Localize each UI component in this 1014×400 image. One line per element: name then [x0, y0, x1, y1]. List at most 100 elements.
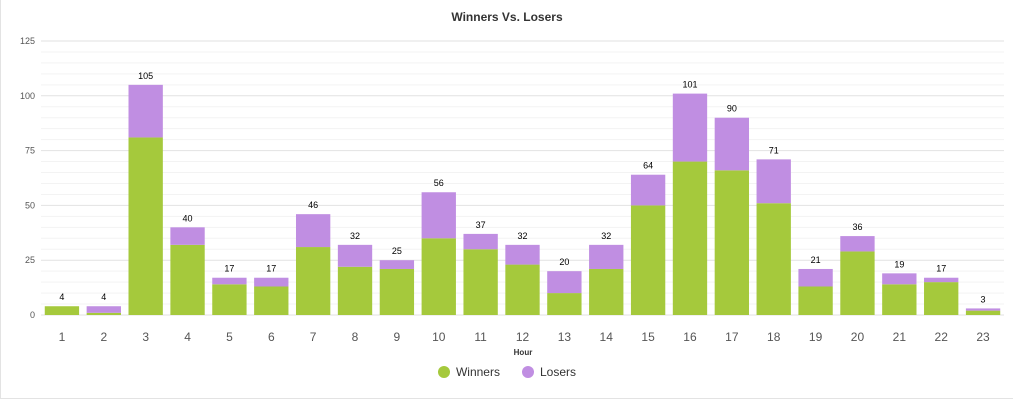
x-tick-label: 23	[976, 330, 990, 344]
x-tick-label: 20	[851, 330, 865, 344]
total-data-label: 32	[350, 231, 360, 241]
total-data-label: 20	[559, 257, 569, 267]
winners-bar[interactable]	[924, 282, 959, 315]
total-data-label: 17	[266, 264, 276, 274]
bars: 4 4 105 40 17 17 46 32 25 56 37 32 20 32 64 101 90 71 21 36…	[44, 71, 1001, 315]
winners-bar[interactable]	[379, 268, 415, 315]
x-axis: 1 2 3 4 5 6 7 8 9 10 11 12 13 14 15 16 17 18 19 20 21 22 23	[59, 330, 990, 344]
legend-item-winners[interactable]: Winners	[437, 365, 500, 379]
winners-bar[interactable]	[756, 203, 791, 315]
losers-bar[interactable]	[756, 159, 791, 204]
losers-bar[interactable]	[337, 244, 373, 267]
total-data-label: 71	[769, 145, 779, 155]
losers-bar[interactable]	[295, 214, 331, 248]
losers-bar[interactable]	[882, 273, 917, 285]
total-data-label: 19	[894, 259, 904, 269]
winners-bar[interactable]	[505, 264, 540, 315]
x-tick-label: 14	[600, 330, 614, 344]
losers-bar[interactable]	[128, 84, 163, 138]
x-tick-label: 5	[226, 330, 233, 344]
y-axis: 0 25 50 75 100 125	[20, 36, 35, 320]
losers-bar[interactable]	[798, 268, 833, 287]
x-tick-label: 13	[558, 330, 572, 344]
legend-label-winners: Winners	[455, 365, 500, 379]
losers-bar[interactable]	[463, 233, 498, 250]
winners-bar[interactable]	[212, 284, 247, 315]
total-data-label: 32	[517, 231, 527, 241]
losers-bar[interactable]	[714, 117, 750, 171]
x-tick-label: 6	[268, 330, 275, 344]
losers-bar[interactable]	[672, 93, 708, 162]
winners-bar[interactable]	[254, 286, 289, 315]
losers-swatch	[521, 366, 534, 378]
x-tick-label: 15	[641, 330, 655, 344]
x-axis-label: Hour	[514, 348, 533, 357]
total-data-label: 105	[138, 71, 153, 81]
x-tick-label: 1	[59, 330, 66, 344]
total-data-label: 25	[392, 246, 402, 256]
total-data-label: 101	[682, 80, 697, 90]
total-data-label: 40	[183, 213, 193, 223]
x-tick-label: 7	[310, 330, 317, 344]
total-data-label: 3	[981, 294, 986, 304]
winners-bar[interactable]	[589, 268, 624, 315]
total-data-label: 37	[476, 220, 486, 230]
x-tick-label: 4	[184, 330, 191, 344]
winners-bar[interactable]	[421, 238, 456, 315]
winners-bar[interactable]	[128, 137, 163, 315]
x-tick-label: 8	[352, 330, 359, 344]
x-tick-label: 11	[474, 330, 487, 344]
losers-bar[interactable]	[170, 227, 205, 245]
losers-bar[interactable]	[505, 244, 540, 265]
x-tick-label: 9	[394, 330, 401, 344]
total-data-label: 36	[852, 222, 862, 232]
x-tick-label: 17	[725, 330, 739, 344]
y-tick-label: 100	[20, 91, 35, 101]
winners-bar[interactable]	[463, 249, 498, 315]
losers-bar[interactable]	[547, 271, 582, 294]
total-data-label: 21	[811, 255, 821, 265]
total-data-label: 64	[643, 161, 653, 171]
legend-item-losers[interactable]: Losers	[521, 365, 577, 379]
losers-bar[interactable]	[86, 306, 121, 313]
x-tick-label: 12	[516, 330, 530, 344]
winners-bar[interactable]	[547, 293, 582, 315]
y-tick-label: 0	[30, 310, 35, 320]
total-data-label: 46	[308, 200, 318, 210]
total-data-label: 4	[59, 292, 64, 302]
losers-bar[interactable]	[589, 244, 624, 269]
losers-bar[interactable]	[630, 174, 666, 206]
x-tick-label: 2	[100, 330, 107, 344]
total-data-label: 56	[434, 178, 444, 188]
winners-swatch	[437, 366, 450, 378]
legend-label-losers: Losers	[539, 365, 577, 379]
winners-bar[interactable]	[170, 244, 205, 315]
total-data-label: 32	[601, 231, 611, 241]
winners-bar[interactable]	[965, 310, 1001, 315]
winners-bar[interactable]	[672, 161, 708, 315]
losers-bar[interactable]	[421, 192, 456, 239]
total-data-label: 17	[224, 264, 234, 274]
winners-bar[interactable]	[798, 286, 833, 315]
x-tick-label: 3	[142, 330, 149, 344]
winners-bar[interactable]	[44, 306, 80, 315]
x-tick-label: 21	[893, 330, 907, 344]
losers-bar[interactable]	[965, 308, 1001, 311]
losers-bar[interactable]	[254, 277, 289, 287]
winners-bar[interactable]	[630, 205, 666, 315]
legend: Winners Losers	[0, 365, 1014, 379]
losers-bar[interactable]	[840, 236, 875, 252]
losers-bar[interactable]	[924, 277, 959, 283]
y-tick-label: 75	[25, 146, 35, 156]
total-data-label: 4	[101, 292, 106, 302]
winners-bar[interactable]	[840, 251, 875, 315]
winners-bar[interactable]	[337, 266, 373, 315]
winners-bar[interactable]	[86, 312, 121, 315]
losers-bar[interactable]	[212, 277, 247, 285]
winners-bar[interactable]	[295, 247, 331, 315]
winners-bar[interactable]	[714, 170, 750, 315]
winners-bar[interactable]	[882, 284, 917, 315]
losers-bar[interactable]	[379, 260, 415, 269]
